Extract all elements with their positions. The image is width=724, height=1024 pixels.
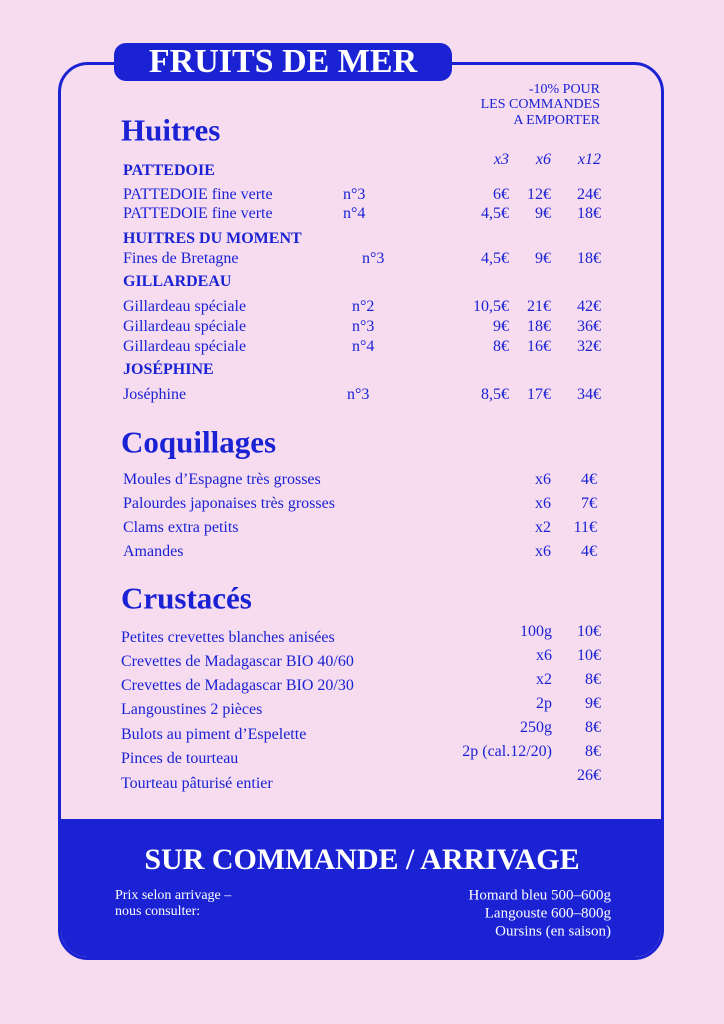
item-price: 16€ — [527, 338, 551, 355]
item-price: 12€ — [527, 186, 551, 203]
item-name: Petites crevettes blanches anisées — [121, 629, 335, 646]
section-title: Coquillages — [121, 424, 277, 460]
item-size: n°3 — [347, 386, 370, 403]
item-price: 6€ — [493, 186, 509, 203]
column-header: x12 — [577, 151, 601, 168]
item-qty: x6 — [535, 495, 551, 512]
item-qty: x6 — [535, 543, 551, 560]
item-name: Joséphine — [123, 386, 187, 403]
takeaway-note: LES COMMANDES — [480, 97, 600, 112]
item-name: Crevettes de Madagascar BIO 20/30 — [121, 677, 354, 694]
item-name: Gillardeau spéciale — [123, 298, 247, 315]
item-name: Fines de Bretagne — [123, 250, 239, 267]
item-price: 9€ — [535, 205, 551, 222]
item-name: PATTEDOIE fine verte — [123, 205, 273, 222]
item-price: 9€ — [585, 695, 601, 712]
item-name: Tourteau pâturisé entier — [121, 775, 273, 792]
item-price: 10,5€ — [473, 298, 509, 315]
item-qty: x2 — [535, 519, 551, 536]
item-price: 4,5€ — [481, 250, 509, 267]
item-price: 7€ — [581, 495, 597, 512]
takeaway-note: A EMPORTER — [513, 113, 600, 128]
item-price: 8,5€ — [481, 386, 509, 403]
item-name: Amandes — [123, 543, 184, 560]
item-size: n°3 — [343, 186, 366, 203]
footer-note: nous consulter: — [115, 904, 201, 919]
item-name: Clams extra petits — [123, 519, 239, 536]
column-header: x3 — [493, 151, 509, 168]
item-size: n°3 — [362, 250, 385, 267]
section-title: Huitres — [121, 112, 221, 148]
item-qty: 2p — [536, 695, 552, 712]
footer-item: Homard bleu 500–600g — [468, 887, 611, 904]
section-title: Crustacés — [121, 580, 252, 616]
item-qty: 2p (cal.12/20) — [462, 743, 552, 760]
item-name: Palourdes japonaises très grosses — [123, 495, 335, 512]
item-price: 21€ — [527, 298, 551, 315]
item-price: 8€ — [585, 671, 601, 688]
item-qty: 250g — [520, 719, 552, 736]
item-price: 8€ — [585, 719, 601, 736]
item-size: n°4 — [343, 205, 366, 222]
item-price: 36€ — [577, 318, 601, 335]
item-name: Moules d’Espagne très grosses — [123, 471, 321, 488]
footer-note: Prix selon arrivage – — [115, 888, 232, 903]
item-price: 4€ — [581, 543, 597, 560]
group-name: HUITRES DU MOMENT — [123, 230, 302, 247]
item-price: 24€ — [577, 186, 601, 203]
item-qty: x2 — [536, 671, 552, 688]
item-qty: x6 — [535, 471, 551, 488]
item-price: 17€ — [527, 386, 551, 403]
item-price: 9€ — [493, 318, 509, 335]
item-price: 11€ — [573, 519, 597, 536]
group-name: PATTEDOIE — [123, 162, 215, 179]
item-price: 18€ — [577, 205, 601, 222]
item-price: 34€ — [577, 386, 601, 403]
takeaway-note: -10% POUR — [528, 82, 600, 97]
item-price: 32€ — [577, 338, 601, 355]
item-price: 8€ — [585, 743, 601, 760]
title-badge — [114, 43, 452, 81]
item-name: Gillardeau spéciale — [123, 338, 247, 355]
item-size: n°3 — [352, 318, 375, 335]
column-header: x6 — [535, 151, 551, 168]
item-price: 10€ — [577, 647, 601, 664]
item-size: n°2 — [352, 298, 375, 315]
item-name: Gillardeau spéciale — [123, 318, 247, 335]
item-name: PATTEDOIE fine verte — [123, 186, 273, 203]
page-title: FRUITS DE MER — [148, 43, 418, 80]
item-price: 18€ — [577, 250, 601, 267]
item-size: n°4 — [352, 338, 375, 355]
footer-item: Langouste 600–800g — [484, 905, 611, 922]
item-price: 9€ — [535, 250, 551, 267]
item-price: 4€ — [581, 471, 597, 488]
item-qty: x6 — [536, 647, 552, 664]
item-price: 4,5€ — [481, 205, 509, 222]
item-price: 8€ — [493, 338, 509, 355]
footer-title: SUR COMMANDE / ARRIVAGE — [144, 843, 580, 876]
item-name: Crevettes de Madagascar BIO 40/60 — [121, 653, 354, 670]
item-name: Pinces de tourteau — [121, 750, 239, 767]
item-price: 18€ — [527, 318, 551, 335]
footer-item: Oursins (en saison) — [495, 923, 611, 940]
group-name: GILLARDEAU — [123, 273, 232, 290]
item-name: Bulots au piment d’Espelette — [121, 726, 307, 743]
item-name: Langoustines 2 pièces — [121, 701, 263, 718]
footer-band — [61, 819, 661, 957]
item-qty: 100g — [520, 623, 552, 640]
group-name: JOSÉPHINE — [123, 361, 214, 378]
item-price: 26€ — [577, 767, 601, 784]
menu-card — [58, 62, 664, 960]
item-price: 10€ — [577, 623, 601, 640]
item-price: 42€ — [577, 298, 601, 315]
